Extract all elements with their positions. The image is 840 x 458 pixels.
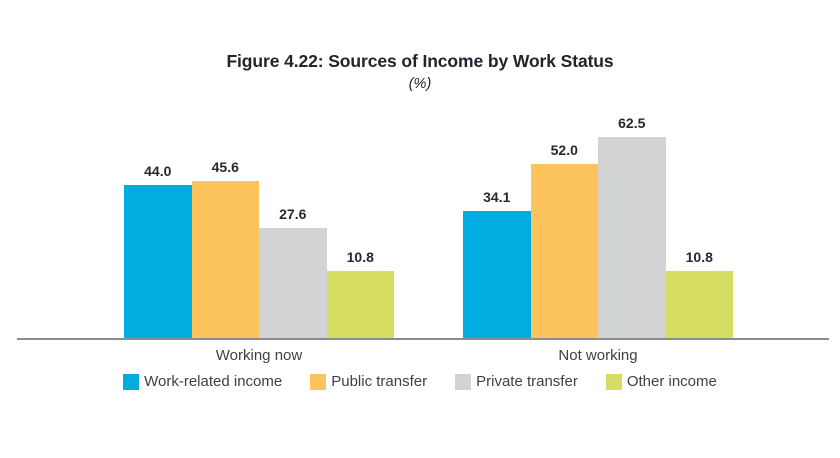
- title-block: Figure 4.22: Sources of Income by Work S…: [0, 51, 840, 92]
- legend-swatch-icon: [455, 373, 472, 390]
- legend-item-other-income: Other income: [605, 373, 717, 390]
- bar-value-label: 45.6: [211, 159, 239, 175]
- bar-other-income-working-now: [326, 271, 394, 338]
- legend-swatch-icon: [605, 373, 622, 390]
- figure-subtitle: (%): [408, 76, 432, 92]
- bar-private-transfer-working-now: [259, 228, 327, 338]
- bar-value-label: 10.8: [685, 249, 713, 265]
- bar-work-related-income-working-now: [124, 185, 192, 338]
- category-label-working-now: Working now: [215, 347, 303, 364]
- bar-work-related-income-not-working: [463, 211, 531, 338]
- legend-item-work-related-income: Work-related income: [123, 373, 282, 390]
- bar-value-label: 62.5: [618, 115, 646, 131]
- bar-value-label: 10.8: [346, 249, 374, 265]
- bar-value-label: 34.1: [483, 189, 511, 205]
- bar-public-transfer-not-working: [530, 164, 598, 338]
- legend-swatch-icon: [123, 373, 140, 390]
- bar-value-label: 27.6: [279, 206, 307, 222]
- bar-value-label: 44.0: [144, 163, 172, 179]
- legend-label: Work-related income: [144, 373, 283, 390]
- figure-title: Figure 4.22: Sources of Income by Work S…: [226, 51, 614, 71]
- legend-swatch-icon: [310, 373, 327, 390]
- bar-private-transfer-not-working: [598, 137, 666, 338]
- bar-value-label: 52.0: [550, 142, 578, 158]
- legend-label: Other income: [626, 373, 717, 390]
- bar-other-income-not-working: [665, 271, 733, 338]
- legend-label: Private transfer: [476, 373, 578, 390]
- legend-item-private-transfer: Private transfer: [455, 373, 578, 390]
- legend-label: Public transfer: [331, 373, 428, 390]
- legend-item-public-transfer: Public transfer: [310, 373, 427, 390]
- bar-public-transfer-working-now: [191, 181, 259, 338]
- legend: Work-related income Public transfer Privat…: [0, 373, 840, 390]
- category-label-not-working: Not working: [558, 347, 638, 364]
- x-axis-line: [17, 338, 829, 340]
